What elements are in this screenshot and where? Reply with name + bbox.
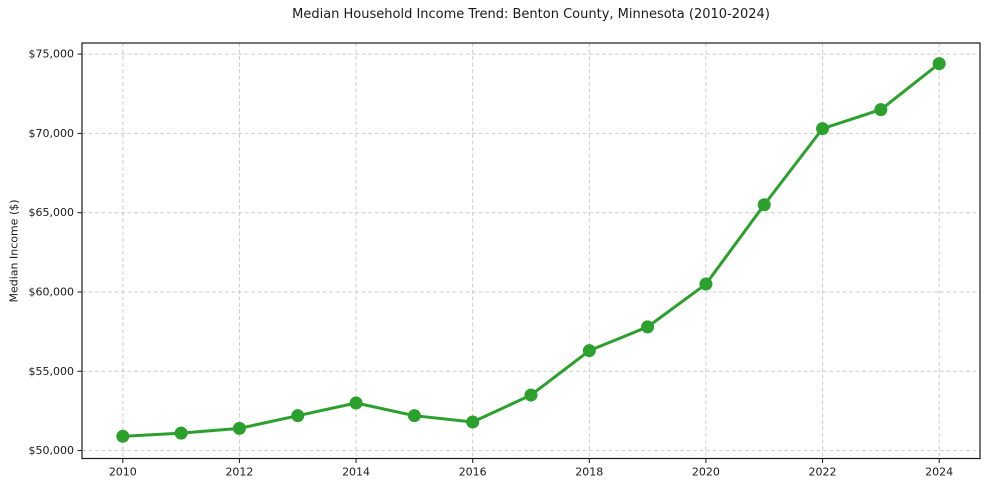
y-tick-label: $75,000: [29, 48, 75, 61]
x-tick-label: 2024: [925, 466, 953, 479]
x-tick-label: 2022: [809, 466, 837, 479]
y-axis-label: Median Income ($): [7, 199, 21, 303]
chart-title: Median Household Income Trend: Benton Co…: [292, 7, 770, 22]
data-point: [116, 429, 130, 443]
data-point: [174, 426, 188, 440]
y-tick-label: $70,000: [29, 127, 75, 140]
data-point: [524, 388, 538, 402]
x-tick-label: 2016: [459, 466, 487, 479]
data-point: [349, 396, 363, 410]
data-point: [932, 57, 946, 71]
data-point: [641, 320, 655, 334]
data-point: [816, 122, 830, 136]
x-tick-label: 2014: [342, 466, 370, 479]
y-tick-label: $60,000: [29, 285, 75, 298]
plot-border: [81, 42, 981, 460]
data-point: [407, 409, 421, 423]
data-point: [466, 415, 480, 429]
data-point: [232, 421, 246, 435]
y-tick-label: $55,000: [29, 365, 75, 378]
x-tick-label: 2020: [692, 466, 720, 479]
y-tick-label: $50,000: [29, 444, 75, 457]
y-tick-label: $65,000: [29, 206, 75, 219]
data-point: [582, 344, 596, 358]
trend-line: [121, 62, 941, 438]
data-point: [757, 198, 771, 212]
data-point: [874, 103, 888, 117]
x-tick-label: 2012: [225, 466, 253, 479]
data-point: [699, 277, 713, 291]
x-tick-label: 2018: [575, 466, 603, 479]
x-tick-label: 2010: [109, 466, 137, 479]
data-point: [291, 409, 305, 423]
